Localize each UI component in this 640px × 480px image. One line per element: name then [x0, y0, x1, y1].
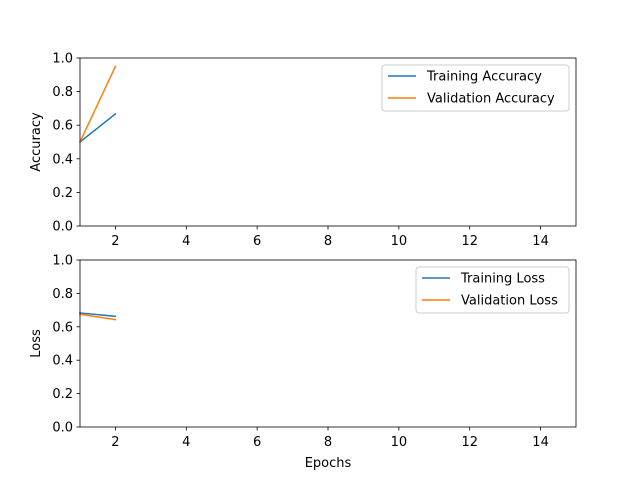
y-tick-label: 0.0 — [52, 220, 73, 235]
series-line-1 — [78, 112, 117, 144]
y-tick-label: 0.4 — [52, 152, 73, 167]
legend: Training Accuracy Validation Accuracy — [381, 64, 570, 112]
accuracy-subplot: 2 4 6 8 10 12 14 0.0 0.2 0.4 0.6 0.8 1.0 Accuracy Trai… — [29, 52, 577, 249]
y-tick-label: 0.2 — [52, 186, 73, 201]
x-tick-label: 12 — [461, 234, 478, 249]
y-tick-label: 0.6 — [52, 119, 73, 134]
x-tick-label: 2 — [111, 234, 119, 249]
x-tick-label: 14 — [532, 435, 549, 450]
x-tick-label: 6 — [253, 435, 261, 450]
x-tick-label: 14 — [532, 234, 549, 249]
x-tick-label: 12 — [461, 435, 478, 450]
series-line-2 — [79, 65, 117, 143]
x-tick-label: 10 — [391, 234, 408, 249]
y-axis-label: Loss — [29, 329, 44, 358]
y-tick-label: 0.2 — [52, 387, 73, 402]
legend-label: Validation Loss — [461, 294, 558, 309]
loss-subplot: 2 4 6 8 10 12 14 0.0 0.2 0.4 0.6 0.8 1.0 Loss Epochs Tr… — [29, 254, 577, 471]
series-line-2 — [79, 313, 117, 321]
y-tick-label: 0.4 — [52, 354, 73, 369]
x-tick-label: 8 — [324, 234, 332, 249]
y-axis-label: Accuracy — [29, 112, 44, 172]
legend: Training Loss Validation Loss — [415, 266, 570, 314]
legend-label: Training Loss — [460, 272, 545, 287]
y-tick-label: 1.0 — [52, 52, 73, 67]
y-tick-label: 0.6 — [52, 320, 73, 335]
x-tick-label: 10 — [391, 435, 408, 450]
x-axis-label: Epochs — [305, 456, 352, 471]
y-tick-label: 1.0 — [52, 254, 73, 269]
x-tick-label: 2 — [111, 435, 119, 450]
legend-label: Training Accuracy — [426, 70, 542, 85]
y-tick-label: 0.8 — [52, 85, 73, 100]
legend-box — [381, 64, 570, 112]
x-tick-label: 8 — [324, 435, 332, 450]
y-tick-label: 0.0 — [52, 421, 73, 436]
legend-box — [415, 266, 570, 314]
x-tick-label: 4 — [182, 234, 190, 249]
y-tick-label: 0.8 — [52, 287, 73, 302]
x-tick-label: 4 — [182, 435, 190, 450]
series-line-1 — [79, 312, 117, 318]
x-tick-label: 6 — [253, 234, 261, 249]
legend-label: Validation Accuracy — [427, 92, 555, 107]
